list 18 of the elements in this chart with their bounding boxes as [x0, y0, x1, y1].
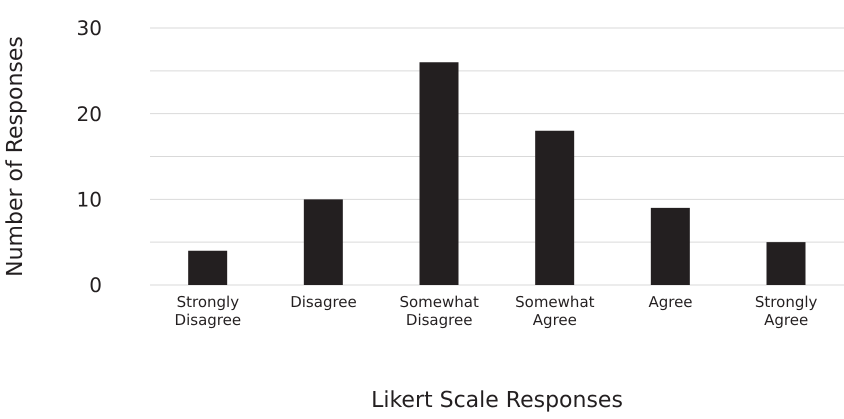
bar	[188, 250, 228, 285]
bar	[766, 242, 806, 285]
bar	[304, 199, 343, 285]
x-axis-title: Likert Scale Responses	[371, 388, 623, 413]
x-tick-label: Strongly Disagree	[174, 293, 242, 329]
x-tick-label: Disagree	[290, 293, 357, 311]
y-tick-label: 30	[76, 16, 102, 40]
x-tick-label: Agree	[648, 293, 693, 311]
x-tick-label: Somewhat Disagree	[399, 293, 479, 329]
x-tick-label: Somewhat Agree	[515, 293, 595, 329]
bar	[650, 208, 690, 285]
y-tick-label: 0	[89, 273, 102, 298]
x-tick-label: Strongly Agree	[754, 293, 818, 329]
bar	[420, 62, 459, 285]
y-axis-title: Number of Responses	[2, 36, 28, 277]
bar	[535, 130, 574, 285]
y-tick-label: 20	[76, 102, 102, 126]
y-tick-label: 10	[76, 187, 102, 212]
